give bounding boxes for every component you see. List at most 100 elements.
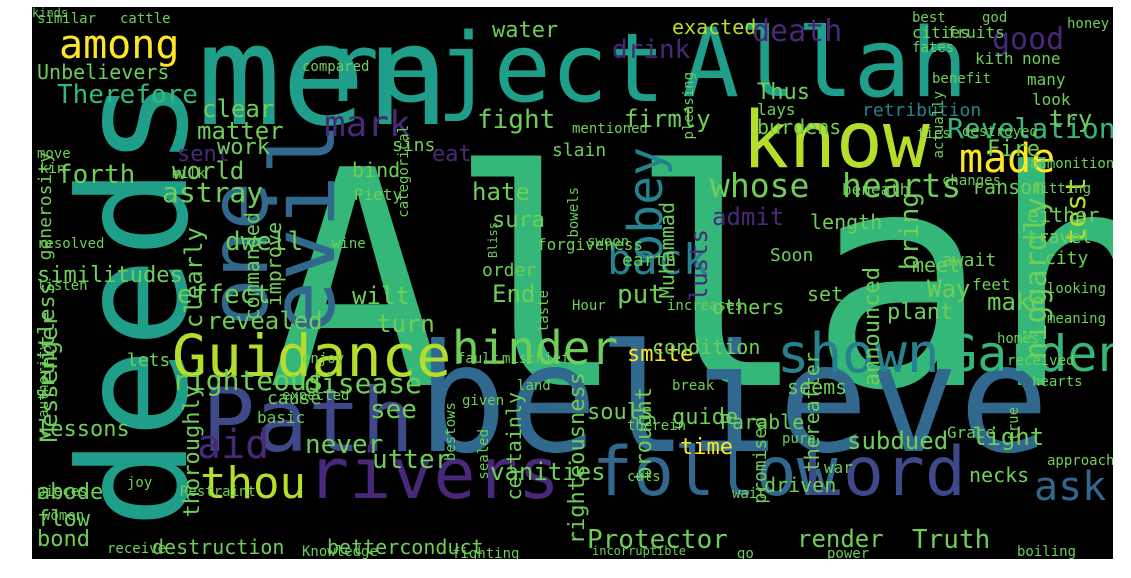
cloud-word: clearly [180,227,208,329]
cloud-word: enjoy [302,351,345,367]
cloud-word: destroyed [962,124,1038,140]
cloud-word: go [737,546,754,559]
cloud-word: work [217,135,270,160]
cloud-word: milk [172,166,206,182]
cloud-word: authority [36,342,52,418]
cloud-word: souls [587,400,654,425]
cloud-word: world [172,157,245,185]
cloud-word: announced [860,267,885,387]
cloud-word: put [617,280,664,310]
cloud-word: whose [710,166,810,205]
cloud-word: commanded [240,212,264,321]
cloud-word: ask [1034,464,1107,510]
cloud-word: Therefore [57,80,198,110]
cloud-word: compared [302,59,370,75]
cloud-word: Truth [912,525,991,555]
cloud-word: thou [200,458,306,509]
cloud-word: ransom [972,175,1045,199]
cloud-word: cause [267,388,322,409]
cloud-word: cuts [627,469,661,485]
cloud-word: effect [177,280,271,310]
cloud-word: given [462,393,505,409]
cloud-word: good [992,22,1065,57]
cloud-word: bond [37,527,90,552]
cloud-word: Parable [720,410,805,434]
cloud-word: meet [912,253,961,277]
cloud-word: none [1022,49,1061,68]
cloud-word: improve [262,222,286,307]
cloud-word: lusts [685,229,713,302]
cloud-word: fight [477,105,556,135]
cloud-word: Fire [987,137,1040,162]
cloud-word: wilt [352,282,410,310]
cloud-word: dwell [225,227,304,257]
cloud-word: await [942,250,997,271]
cloud-word: try [1049,105,1093,133]
cloud-word: kinds [32,7,69,20]
cloud-word: Knowledge [302,544,378,559]
cloud-word: know [742,96,930,186]
cloud-word: time [680,435,733,460]
cloud-word: land [517,378,551,394]
cloud-word: joy [127,475,153,491]
cloud-word: Bliss [486,222,500,259]
cloud-word: sura [492,208,545,233]
cloud-word: thereafter [800,352,824,473]
cloud-word: length [810,210,883,234]
cloud-word: similitudes [37,263,183,288]
cloud-word: war [824,458,853,477]
cloud-word: believe [417,313,1050,487]
cloud-word: fault [457,351,500,367]
cloud-word: follow [592,433,838,512]
cloud-word: clear [202,95,275,123]
cloud-word: either [1027,203,1100,227]
cloud-word: Allah [267,107,1113,456]
cloud-word: increases [667,298,743,314]
cloud-word: lays [757,100,796,119]
cloud-word: mischief [502,351,570,367]
cloud-word: Protector [587,525,728,555]
cloud-word: made [959,136,1056,182]
cloud-word: Thus [757,80,810,105]
cloud-word: astray [162,176,264,209]
cloud-word: lessons [37,417,130,442]
cloud-word: utter [372,445,451,475]
cloud-word: pleasing [681,72,697,140]
cloud-word: city [1045,248,1089,269]
cloud-word: pieces [37,484,88,500]
cloud-word: plant [887,300,954,325]
cloud-word: Muhammad [655,202,679,299]
word-cloud: Allah believe men deeds reject Allah know evil o… [32,7,1113,559]
cloud-word: fruits [947,23,1005,42]
cloud-word: listen [37,278,88,294]
cloud-word: condition [652,335,761,359]
cloud-word: honey [1067,16,1110,32]
cloud-word: abode [37,480,104,505]
cloud-word: hate [472,178,530,206]
cloud-word: guide [672,405,739,430]
cloud-word: smite [627,342,694,367]
cloud-word: certainly [502,392,526,501]
cloud-word: light [972,423,1045,451]
cloud-word: see [370,395,417,425]
cloud-word: incorruptible [592,544,686,558]
cloud-word: make [987,288,1045,316]
cloud-word: Revelation [947,112,1113,145]
cloud-word: mark [324,104,411,145]
cloud-word: expected [282,388,350,404]
cloud-word: beneath [842,180,910,199]
cloud-word: meaning [1047,311,1107,327]
cloud-word: break [672,378,715,394]
cloud-word: Way [927,275,971,303]
cloud-word: burdens [757,115,842,139]
cloud-word: driven [764,473,837,497]
cloud-word: render [797,525,884,553]
cloud-word: back [607,235,709,284]
cloud-word: aid [197,422,270,468]
cloud-word: righteous [172,364,324,397]
cloud-word: among [59,22,180,68]
cloud-word: Path [202,369,414,472]
cloud-word: wait [732,486,766,502]
cloud-word: mentioned [572,121,648,137]
cloud-word: therein [627,418,687,434]
